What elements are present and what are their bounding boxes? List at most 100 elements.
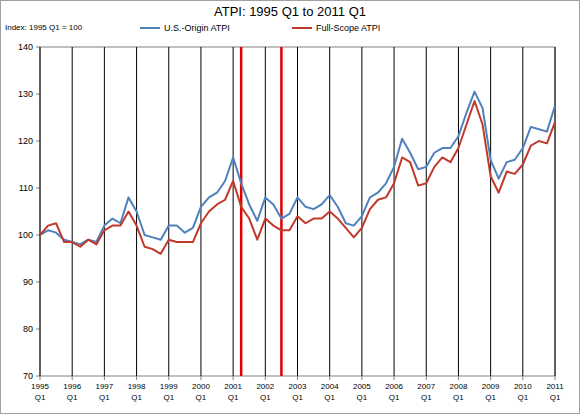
series-line [40,92,555,245]
x-tick [426,376,427,380]
x-tick-label: 1995 Q1 [31,382,49,402]
chart-border [1,1,580,414]
y-tick [36,329,40,330]
x-tick-label-line: Q1 [292,393,303,402]
y-tick [36,188,40,189]
x-grid-line [426,47,427,376]
x-tick-label-line: 2006 [385,382,403,391]
x-tick [104,376,105,380]
x-tick-label: 2002Q1 [256,382,274,402]
x-tick-label-line: 2007 [417,382,435,391]
x-grid-line [394,47,395,376]
y-tick [36,47,40,48]
x-tick-label: 2010 Q1 [514,382,532,402]
y-tick [36,141,40,142]
x-grid-line [104,47,105,376]
legend-label: Full-Scope ATPI [316,23,380,33]
x-tick-label-line: Q1 [324,393,335,402]
x-tick-label-line: Q1 [421,393,432,402]
x-tick-label-line: 2010 [514,382,532,391]
legend: U.S.-Origin ATPI Full-Scope ATPI [140,23,380,33]
x-tick-label-line: Q1 [389,393,400,402]
title: ATPI: 1995 Q1 to 2011 Q1 [214,4,366,19]
x-tick-label-line: 2005 [353,382,371,391]
x-tick-label: 1998 Q1 [128,382,146,402]
x-tick [233,376,234,380]
x-tick [458,376,459,380]
x-tick-label-line: 1999 [160,382,178,391]
series-line [40,101,555,254]
x-tick [361,376,362,380]
x-tick-label-line: 2009 [482,382,500,391]
y-tick-label: 90 [23,277,33,287]
x-tick-label: 2011 Q1 [546,382,564,402]
x-tick-label: 2007 Q1 [417,382,435,402]
x-grid-line [458,47,459,376]
plot-frame [40,47,555,376]
x-tick-label-line: Q1 [550,393,561,402]
y-tick [36,235,40,236]
x-tick [490,376,491,380]
x-tick-label-line: Q1 [453,393,464,402]
x-tick-label: 2005Q1 [353,382,371,402]
x-tick-label-line: 1995 [31,382,49,391]
x-tick-label-line: 2003 [289,382,307,391]
x-tick-label-line: Q1 [228,393,239,402]
x-tick-label: 1999Q1 [160,382,178,402]
y-tick-label: 110 [19,183,33,193]
x-tick [72,376,73,380]
x-tick-label: 2000Q1 [192,382,210,402]
x-grid-line [297,47,298,376]
x-grid-line [233,47,234,376]
x-grid-line [522,47,523,376]
x-grid-line [200,47,201,376]
x-tick-label-line: Q1 [131,393,142,402]
x-tick [200,376,201,380]
x-tick-label-line: 2008 [450,382,468,391]
x-tick-label: 2001 Q1 [224,382,242,402]
x-tick [394,376,395,380]
y-tick-label: 80 [23,324,33,334]
plot-area [40,47,555,376]
x-tick-label-line: Q1 [35,393,46,402]
chart-wrap: ATPI: 1995 Q1 to 2011 Q1Index: 1995 Q1 =… [0,0,580,414]
x-tick-label: 1997 Q1 [95,382,113,402]
legend-label: U.S.-Origin ATPI [164,23,230,33]
x-tick-label-line: 2011 [546,382,564,391]
x-tick-label: 2003 Q1 [289,382,307,402]
reference-line [240,47,243,376]
y-tick-label: 120 [18,136,33,146]
x-tick-label-line: Q1 [517,393,528,402]
y-tick-label: 130 [18,89,33,99]
x-tick [265,376,266,380]
x-tick [136,376,137,380]
y-tick-label: 140 [18,42,33,52]
x-tick-label: 2004Q1 [321,382,339,402]
x-tick [168,376,169,380]
reference-line [280,47,283,376]
x-tick-label-line: 2001 [224,382,242,391]
y-tick [36,282,40,283]
x-tick [522,376,523,380]
x-grid-line [40,47,41,376]
x-grid-line [361,47,362,376]
x-grid-line [265,47,266,376]
x-tick-label: 2008 Q1 [450,382,468,402]
x-tick [297,376,298,380]
x-tick-label-line: 1997 [95,382,113,391]
x-tick-label-line: Q1 [485,393,496,402]
x-grid-line [555,47,556,376]
x-tick-label-line: Q1 [99,393,110,402]
x-tick-label-line: 1996 [63,382,81,391]
y-tick [36,94,40,95]
chart: ATPI: 1995 Q1 to 2011 Q1Index: 1995 Q1 =… [0,0,580,414]
x-grid-line [168,47,169,376]
x-tick-label-line: 2000 [192,382,210,391]
x-tick [40,376,41,380]
y-tick-label: 70 [23,371,33,381]
x-tick [555,376,556,380]
x-tick-label: 2006 Q1 [385,382,403,402]
y-tick-label: 100 [18,230,33,240]
legend-swatch [292,27,312,29]
x-tick-label-line: 1998 [128,382,146,391]
